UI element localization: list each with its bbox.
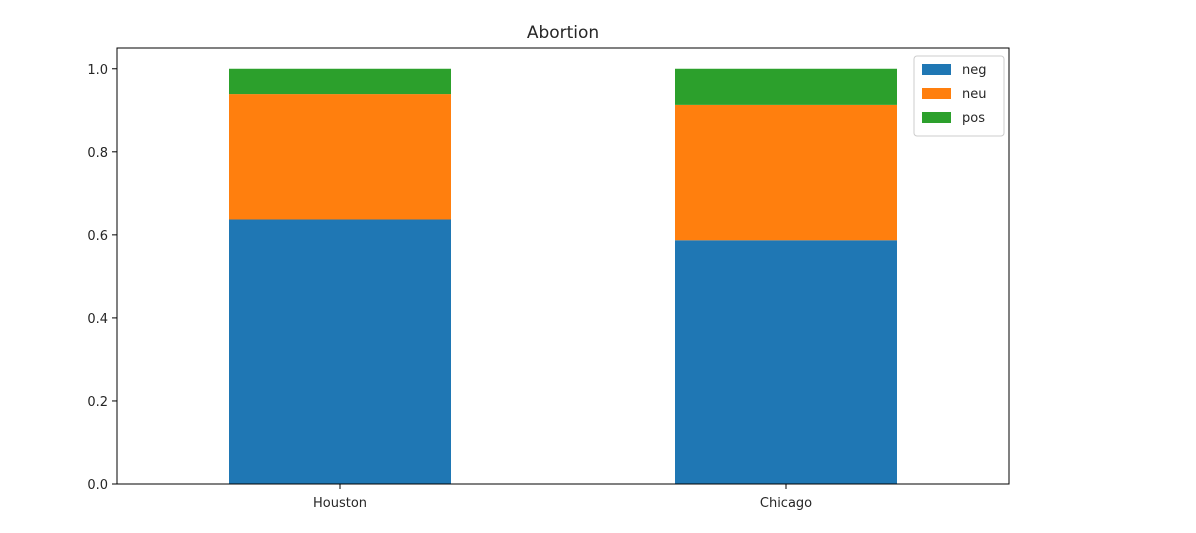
y-tick-label: 1.0 — [87, 63, 108, 78]
chart-title: Abortion — [527, 23, 599, 43]
bar-pos-chicago — [675, 68, 897, 105]
bar-pos-houston — [229, 68, 451, 95]
y-tick-label: 0.4 — [87, 312, 108, 327]
plot-frame — [116, 47, 1010, 485]
bar-neg-houston — [229, 219, 451, 484]
legend-swatch-neg — [922, 64, 951, 75]
x-tick-label: Houston — [313, 496, 367, 511]
bars-group — [229, 68, 897, 484]
x-tick-label: Chicago — [760, 496, 812, 511]
legend-label-neu: neu — [962, 87, 986, 102]
bar-neu-chicago — [675, 104, 897, 241]
y-tick-label: 0.2 — [87, 395, 108, 410]
y-tick-label: 0.0 — [87, 478, 108, 493]
bar-neg-chicago — [675, 240, 897, 484]
x-axis: Houston Chicago — [313, 484, 812, 511]
bar-neu-houston — [229, 94, 451, 220]
legend-label-neg: neg — [962, 63, 987, 78]
y-axis: 0.0 0.2 0.4 0.6 0.8 1.0 — [87, 63, 117, 493]
legend: neg neu pos — [913, 55, 1005, 137]
legend-swatch-pos — [922, 112, 951, 123]
y-tick-label: 0.6 — [87, 229, 108, 244]
legend-label-pos: pos — [962, 111, 985, 126]
y-tick-label: 0.8 — [87, 146, 108, 161]
legend-swatch-neu — [922, 88, 951, 99]
